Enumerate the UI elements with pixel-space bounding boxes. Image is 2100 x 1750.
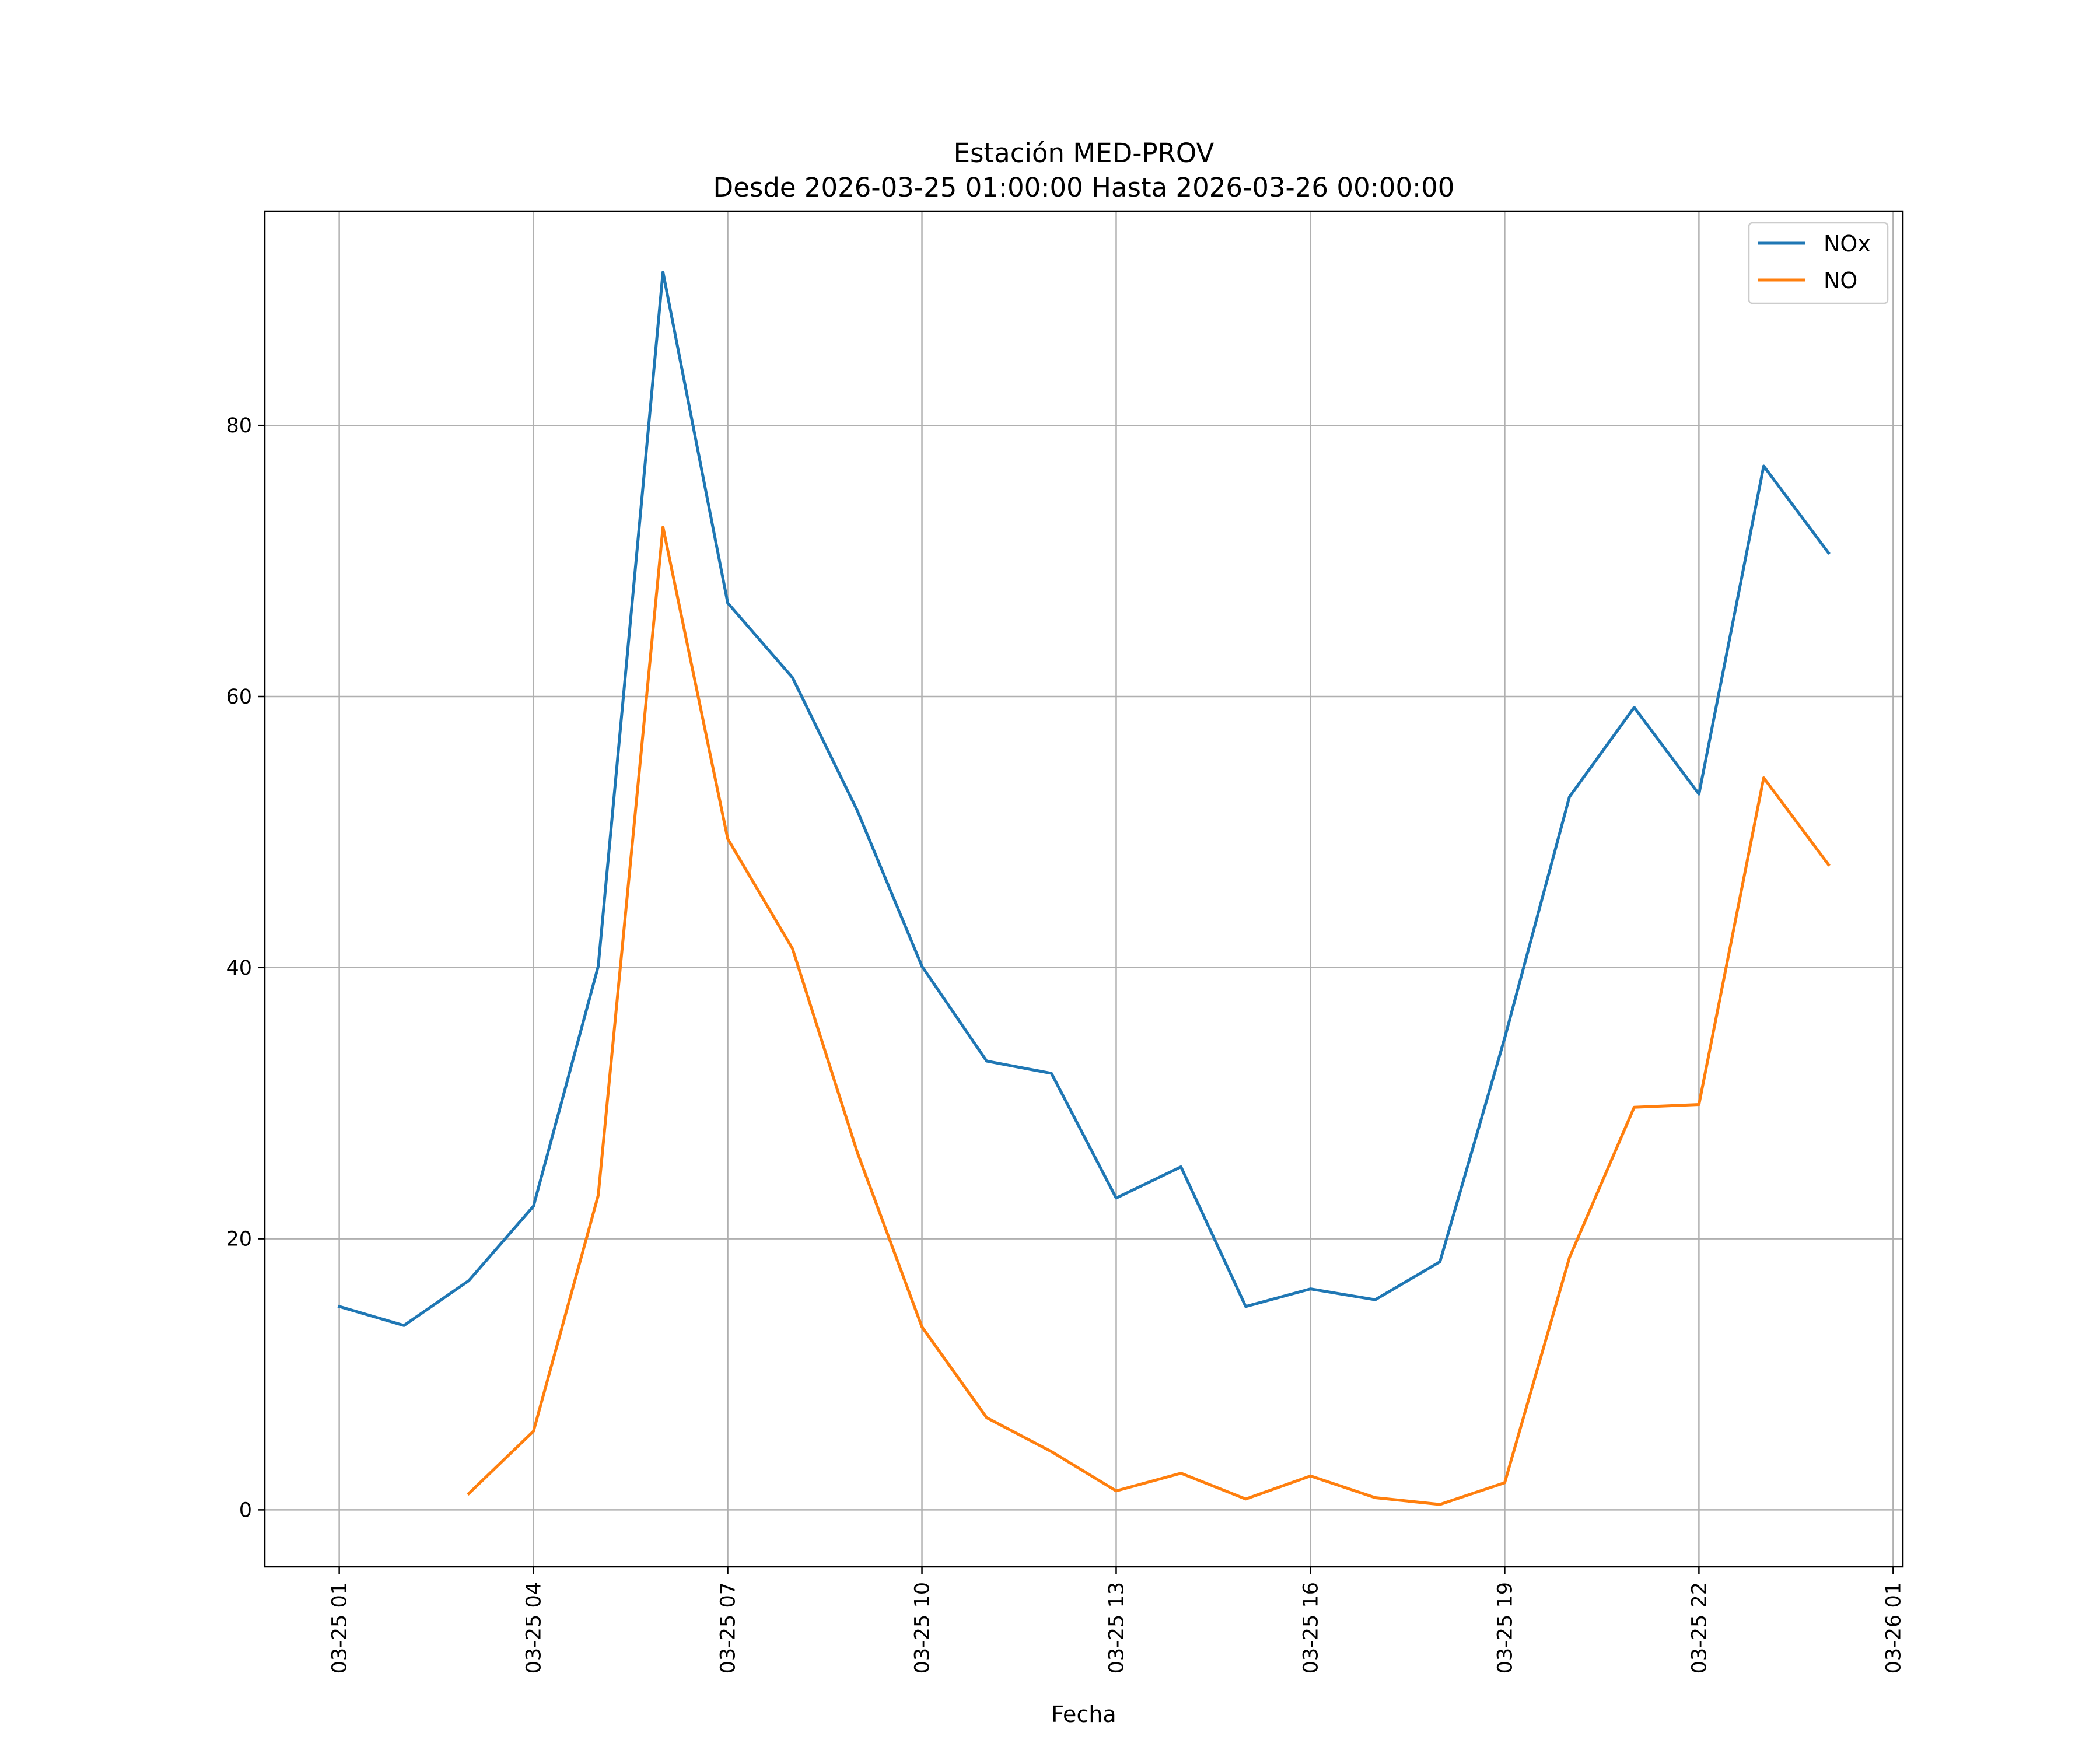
legend-label-no: NO [1824, 268, 1857, 293]
chart-title: Estación MED-PROV [954, 138, 1214, 169]
x-tick-label: 03-25 22 [1688, 1582, 1711, 1674]
y-tick-label: 80 [226, 414, 252, 438]
chart-subtitle: Desde 2026-03-25 01:00:00 Hasta 2026-03-… [713, 172, 1455, 203]
y-axis-ticks: 0 20 40 60 80 [226, 414, 265, 1522]
x-tick-label: 03-25 01 [328, 1582, 352, 1674]
series-line-nox [337, 271, 1831, 1327]
x-tick-label: 03-25 13 [1105, 1582, 1128, 1674]
x-axis-ticks: 03-25 01 03-25 04 03-25 07 03-25 10 03-25 13… [328, 1567, 1905, 1674]
legend: NOx NO [1748, 222, 1889, 304]
x-tick-label: 03-26 01 [1882, 1582, 1905, 1674]
y-tick-label: 20 [226, 1228, 252, 1251]
y-tick-label: 0 [239, 1499, 252, 1522]
plot-frame [264, 210, 1904, 1568]
x-tick-label: 03-25 07 [717, 1582, 740, 1674]
series-line-no [467, 526, 1831, 1506]
x-tick-label: 03-25 04 [523, 1582, 546, 1674]
y-tick-label: 40 [226, 957, 252, 980]
x-tick-label: 03-25 16 [1299, 1582, 1322, 1674]
x-axis-label: Fecha [1051, 1702, 1116, 1727]
x-tick-label: 03-25 10 [911, 1582, 935, 1674]
x-tick-label: 03-25 19 [1493, 1582, 1517, 1674]
plot-series [337, 271, 1831, 1506]
y-tick-label: 60 [226, 685, 252, 709]
legend-label-nox: NOx [1824, 231, 1871, 257]
grid [265, 211, 1903, 1567]
